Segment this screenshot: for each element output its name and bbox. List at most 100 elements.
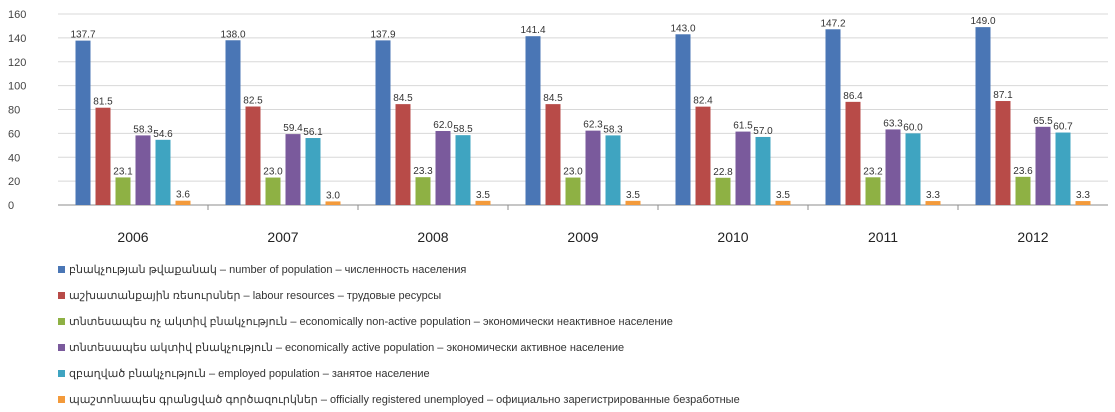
bar — [695, 106, 711, 205]
data-label: 65.5 — [1033, 116, 1053, 127]
data-label: 81.5 — [93, 97, 113, 108]
data-label: 23.0 — [263, 167, 283, 178]
data-label: 3.5 — [626, 190, 640, 201]
y-tick-label: 0 — [8, 200, 14, 212]
bar — [825, 29, 841, 206]
bar — [1075, 201, 1091, 205]
legend-item: բնակչության թվաքանակ – number of populat… — [58, 256, 1098, 282]
legend-label: տնտեսապես ոչ ակտիվ բնակչություն – econom… — [69, 315, 673, 328]
bar — [285, 134, 301, 205]
y-tick-label: 140 — [8, 33, 26, 45]
data-label: 3.3 — [926, 190, 940, 201]
bars — [75, 27, 1091, 206]
data-label: 23.0 — [563, 167, 583, 178]
bar — [995, 101, 1011, 205]
bar — [95, 107, 111, 205]
bar — [905, 133, 921, 205]
bar — [325, 201, 341, 205]
data-label: 3.5 — [476, 190, 490, 201]
x-axis: 2006 2007 2008 2009 2010 2011 2012 — [117, 205, 1049, 245]
data-label: 23.6 — [1013, 166, 1033, 177]
bar — [375, 40, 391, 206]
bar — [395, 104, 411, 205]
data-label: 23.2 — [863, 166, 883, 177]
y-tick-label: 60 — [8, 128, 20, 140]
bar — [565, 177, 581, 205]
x-tick-label: 2009 — [567, 229, 598, 245]
legend-label: աշխատանքային ռեսուրսներ – labour resourc… — [69, 289, 442, 302]
data-label: 23.1 — [113, 166, 133, 177]
legend-item: տնտեսապես ոչ ակտիվ բնակչություն – econom… — [58, 308, 1098, 334]
data-label: 84.5 — [393, 93, 413, 104]
y-tick-label: 160 — [8, 9, 26, 21]
y-tick-label: 120 — [8, 57, 26, 69]
y-tick-label: 20 — [8, 176, 20, 188]
legend-item: տնտեսապես ակտիվ բնակչություն – economica… — [58, 334, 1098, 360]
data-label: 137.7 — [70, 30, 95, 41]
bar — [75, 40, 91, 206]
data-label: 3.5 — [776, 190, 790, 201]
y-axis: 0 20 40 60 80 100 120 140 160 — [8, 9, 26, 212]
legend: բնակչության թվաքանակ – number of populat… — [58, 256, 1098, 412]
data-label: 58.3 — [603, 124, 623, 135]
bar — [265, 177, 281, 205]
data-label: 3.0 — [326, 190, 340, 201]
bar — [175, 200, 191, 205]
bar — [845, 101, 861, 205]
x-tick-label: 2012 — [1017, 229, 1048, 245]
bar — [605, 135, 621, 205]
bar — [455, 135, 471, 205]
bar — [135, 135, 151, 205]
data-label: 59.4 — [283, 123, 303, 134]
y-tick-label: 80 — [8, 105, 20, 117]
data-label: 82.4 — [693, 96, 713, 107]
data-label: 60.0 — [903, 122, 923, 133]
bar — [1055, 132, 1071, 205]
legend-swatch — [58, 395, 65, 403]
bar — [625, 200, 641, 205]
grid — [58, 13, 1108, 206]
bar — [675, 34, 691, 206]
data-label: 61.5 — [733, 121, 753, 132]
data-label: 54.6 — [153, 129, 173, 140]
bar — [775, 200, 791, 205]
x-tick-label: 2008 — [417, 229, 448, 245]
legend-swatch — [58, 291, 65, 299]
legend-item: պաշտոնապես գրանցված գործազուրկներ – offi… — [58, 386, 1098, 412]
bar — [1015, 176, 1031, 205]
data-label: 141.4 — [520, 25, 545, 36]
data-label: 147.2 — [820, 18, 845, 29]
data-label: 137.9 — [370, 29, 395, 40]
data-label: 58.5 — [453, 124, 473, 135]
data-label: 62.0 — [433, 120, 453, 131]
data-label: 23.3 — [413, 166, 433, 177]
legend-swatch — [58, 369, 65, 377]
data-label: 149.0 — [970, 16, 995, 27]
data-label: 57.0 — [753, 126, 773, 137]
data-label: 3.3 — [1076, 190, 1090, 201]
data-label: 60.7 — [1053, 122, 1073, 133]
x-tick-label: 2011 — [868, 229, 898, 245]
data-label: 82.5 — [243, 96, 263, 107]
value-labels: 137.781.523.158.3 54.63.6138.082.523.059.… — [70, 16, 1090, 201]
bar — [975, 27, 991, 205]
bar — [225, 40, 241, 206]
bar — [435, 130, 451, 205]
bar — [245, 106, 261, 205]
bar — [475, 200, 491, 205]
x-tick-label: 2007 — [267, 229, 298, 245]
bar — [865, 177, 881, 205]
data-label: 87.1 — [993, 90, 1013, 101]
legend-swatch — [58, 343, 65, 351]
bar — [925, 201, 941, 205]
legend-item: աշխատանքային ռեսուրսներ – labour resourc… — [58, 282, 1098, 308]
bar — [885, 129, 901, 205]
bar — [715, 177, 731, 205]
data-label: 138.0 — [220, 29, 245, 40]
legend-swatch — [58, 265, 65, 273]
legend-label: պաշտոնապես գրանցված գործազուրկներ – offi… — [69, 393, 740, 406]
legend-item: զբաղված բնակչություն – employed populati… — [58, 360, 1098, 386]
bar — [115, 177, 131, 205]
y-tick-label: 100 — [8, 81, 26, 93]
